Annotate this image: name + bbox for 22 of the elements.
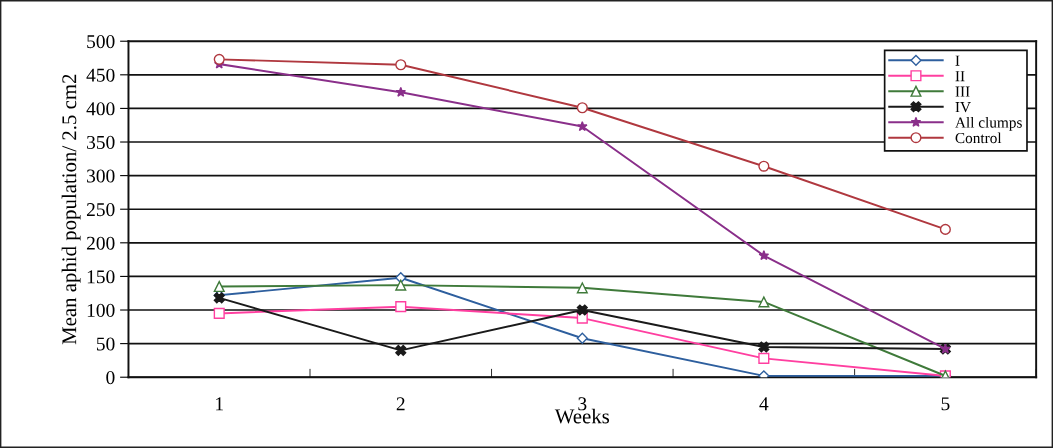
legend-label: IV [955, 102, 971, 113]
legend-label: Control [955, 132, 1002, 144]
x-tick-label: 2 [396, 397, 405, 411]
y-tick-label: 300 [87, 169, 115, 183]
y-axis-title: Mean aphid population/ 2.5 cm2 [61, 74, 81, 345]
y-tick-label: 0 [106, 371, 115, 385]
y-tick-label: 400 [86, 102, 115, 116]
y-tick-label: 200 [86, 236, 115, 250]
y-tick-label: 450 [86, 68, 115, 82]
y-tick-label: 250 [86, 203, 115, 217]
legend-label: I [955, 55, 960, 66]
y-tick-label: 50 [96, 337, 115, 351]
x-tick-label: 1 [216, 397, 223, 411]
x-tick-label: 4 [759, 397, 769, 411]
x-tick-label: 5 [941, 397, 950, 411]
legend-label: All clumps [955, 116, 1022, 131]
y-tick-label: 500 [87, 35, 115, 49]
y-tick-label: 350 [87, 135, 115, 149]
legend-label: III [955, 86, 970, 97]
y-tick-label: 100 [87, 303, 115, 317]
y-tick-label: 150 [87, 270, 115, 284]
legend-label: II [955, 71, 965, 82]
